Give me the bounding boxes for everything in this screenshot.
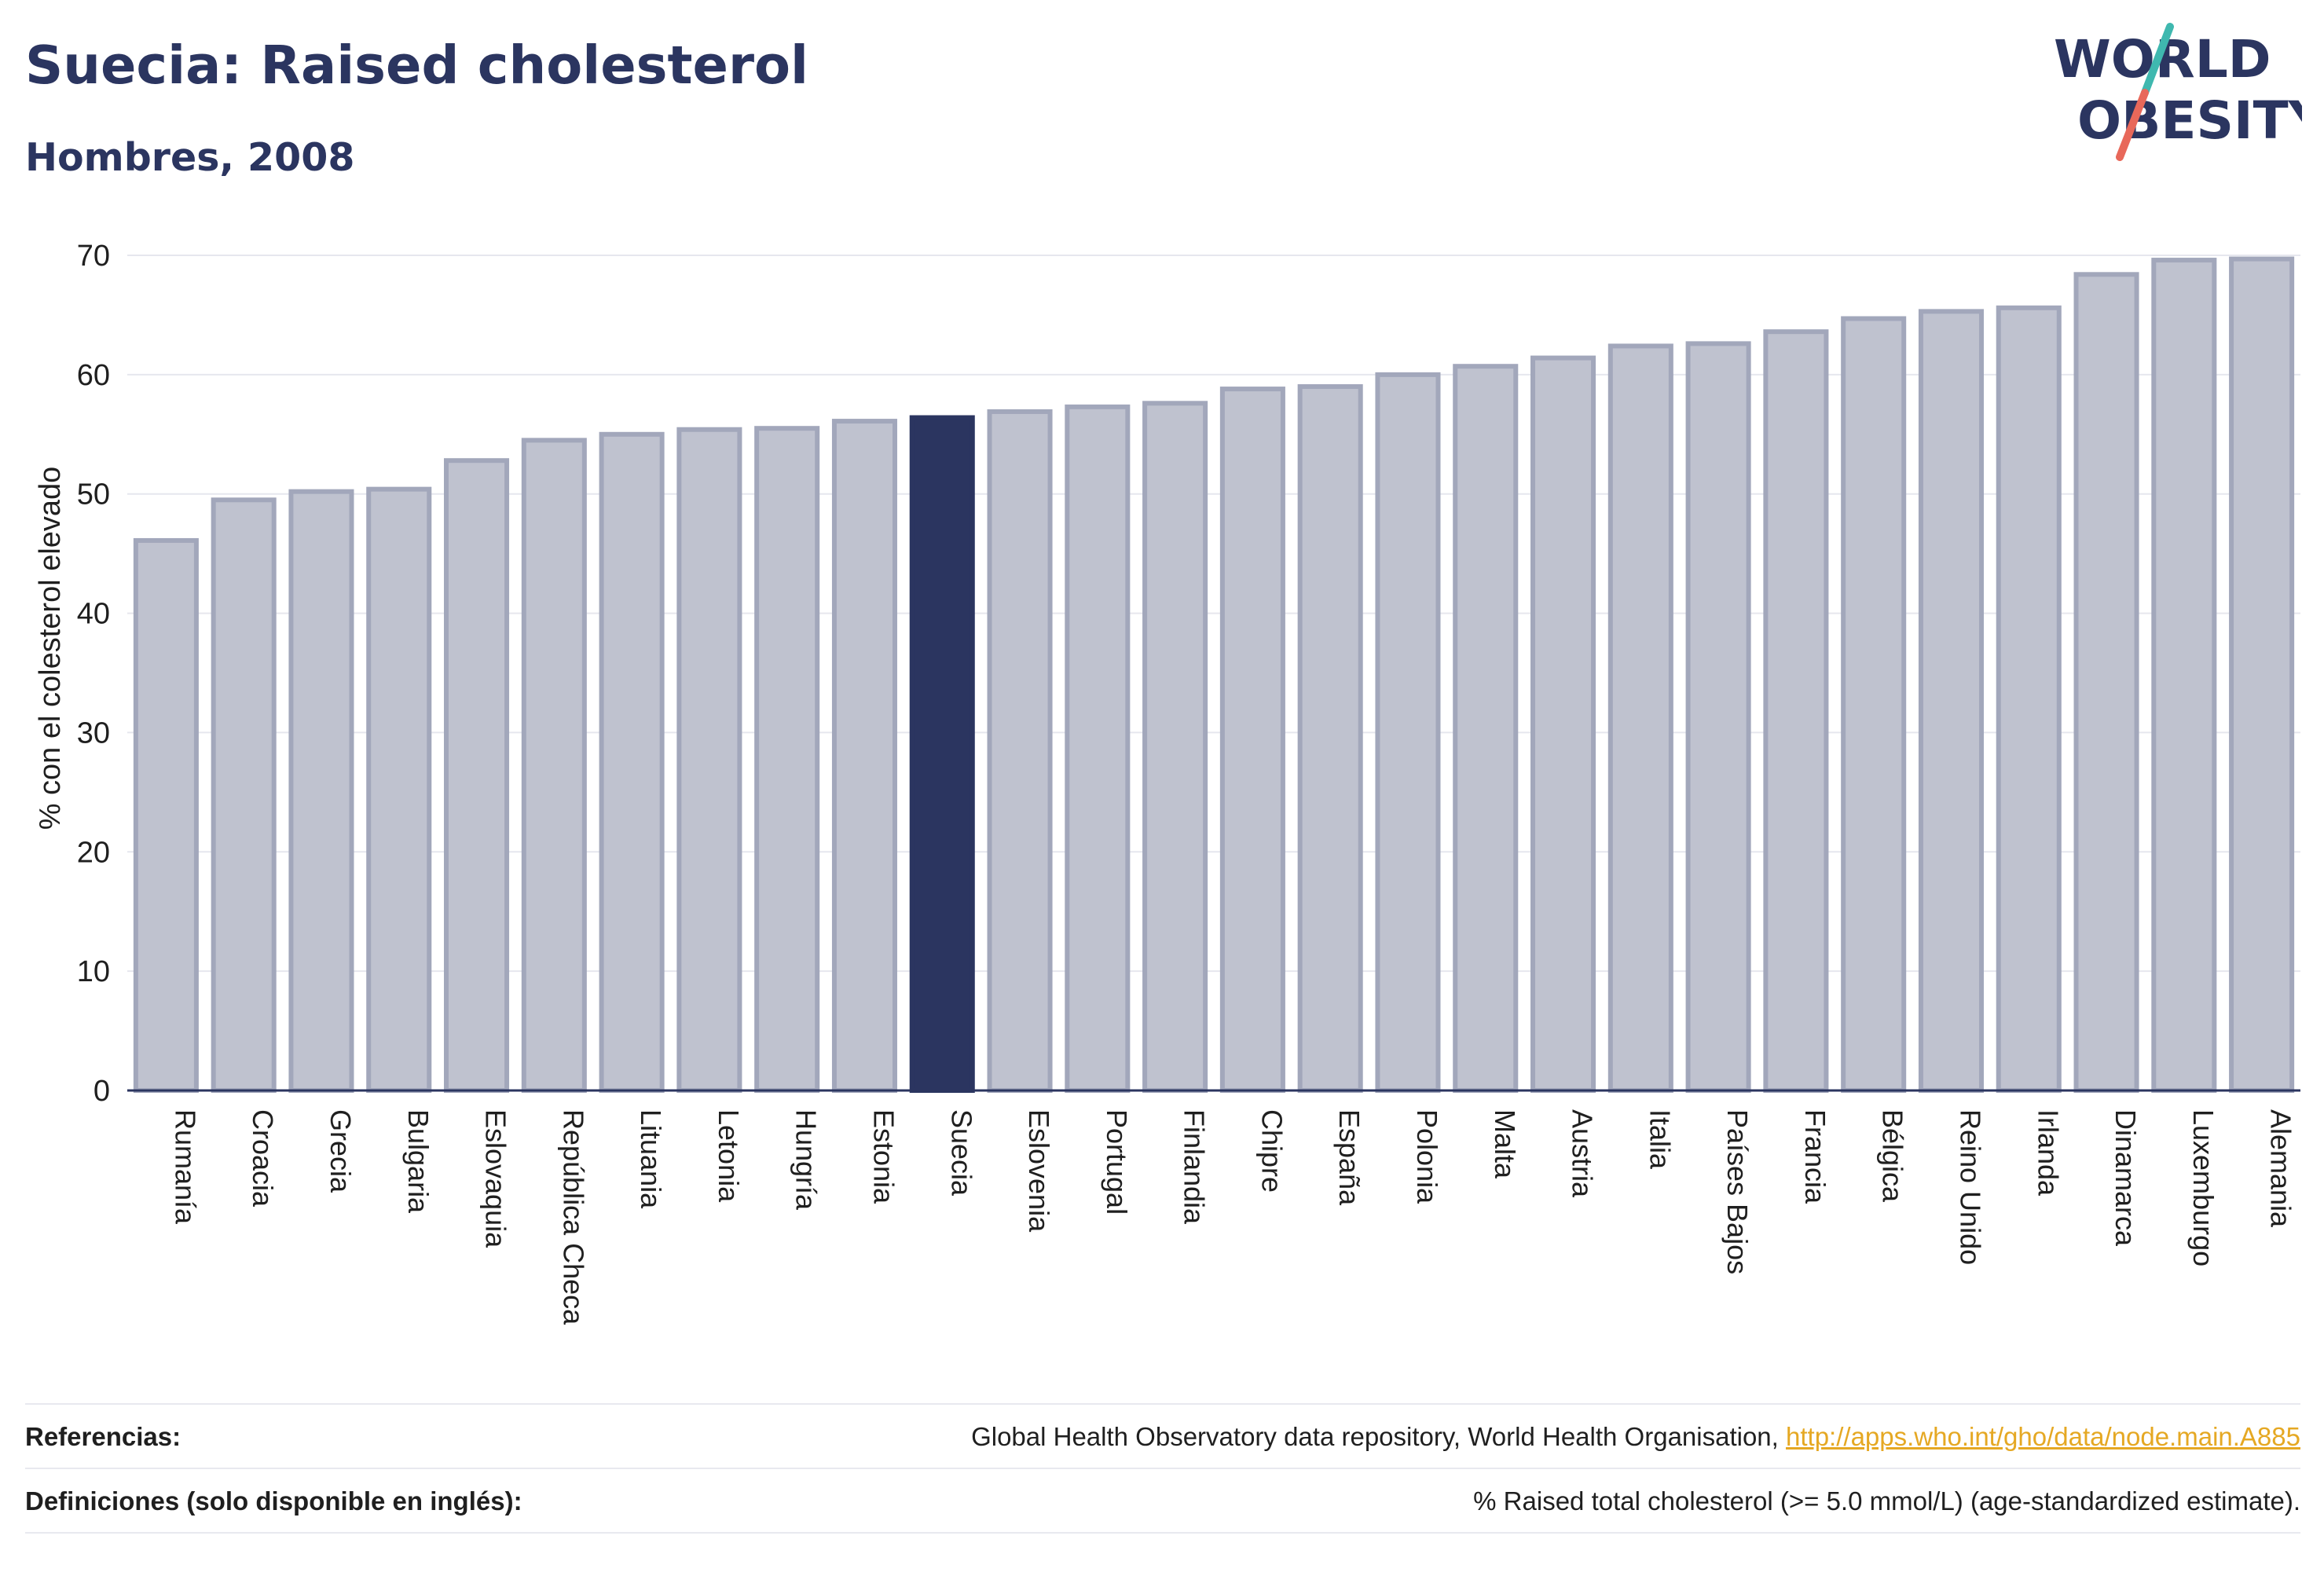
- bar: [1996, 305, 2062, 1093]
- page-title: Suecia: Raised cholesterol: [25, 35, 809, 96]
- x-tick-label: Polonia: [1411, 1109, 1443, 1204]
- x-tick-label: Eslovenia: [1023, 1109, 1055, 1233]
- bar: [754, 426, 820, 1093]
- y-tick-label: 40: [77, 598, 110, 631]
- x-tick-label: Portugal: [1101, 1109, 1133, 1215]
- x-tick-label: Bélgica: [1877, 1109, 1909, 1203]
- x-tick-label: Finlandia: [1178, 1109, 1211, 1225]
- logo-slash-teal: [2141, 23, 2174, 97]
- x-tick-label: Países Bajos: [1721, 1109, 1754, 1274]
- world-obesity-logo: WORLD OBESITY: [2054, 23, 2302, 161]
- bar: [1065, 404, 1131, 1093]
- x-tick-label: Lituania: [635, 1109, 667, 1209]
- footer-divider: [25, 1532, 2300, 1534]
- logo-slash-coral: [2116, 89, 2149, 161]
- x-tick-label: Luxemburgo: [2187, 1109, 2220, 1266]
- definitions-label: Definiciones (solo disponible en inglés)…: [25, 1486, 522, 1516]
- x-tick-label: Italia: [1644, 1109, 1676, 1170]
- x-tick-label: Austria: [1567, 1109, 1599, 1198]
- x-tick-label: Dinamarca: [2110, 1109, 2142, 1247]
- bar: [211, 497, 277, 1093]
- bar: [133, 537, 199, 1093]
- y-tick-label: 20: [77, 836, 110, 869]
- x-tick-label: Bulgaria: [402, 1109, 434, 1214]
- bar: [1918, 309, 1984, 1093]
- bar: [1841, 316, 1907, 1093]
- x-tick-label: Estonia: [867, 1109, 900, 1204]
- bar: [1375, 372, 1441, 1094]
- x-tick-label: Croacia: [247, 1109, 279, 1208]
- bar: [288, 489, 354, 1093]
- bar-chart: 0 10 20 30 40 50 60 70 Rumanía Croacia Grecia Bulga…: [34, 240, 2300, 1325]
- x-tick-label: Grecia: [324, 1109, 357, 1193]
- x-tick-label: Francia: [1799, 1109, 1831, 1204]
- footer-references-row: Referencias: Global Health Observatory d…: [25, 1422, 2300, 1452]
- bar: [831, 419, 897, 1093]
- bar: [1453, 364, 1519, 1093]
- x-tick-label: Irlanda: [2032, 1109, 2064, 1197]
- bar: [1142, 401, 1208, 1093]
- bar: [1685, 341, 1751, 1094]
- x-tick-label: Malta: [1489, 1109, 1521, 1179]
- bar: [1297, 384, 1363, 1093]
- bar: [676, 427, 742, 1093]
- bar: [2229, 256, 2295, 1094]
- y-tick-label: 50: [77, 478, 110, 511]
- y-tick-label: 30: [77, 717, 110, 750]
- bar: [2151, 258, 2217, 1093]
- footer-divider: [25, 1468, 2300, 1469]
- references-text: Global Health Observatory data repositor…: [971, 1422, 1787, 1451]
- bar: [521, 438, 587, 1093]
- x-tick-label: Letonia: [713, 1109, 745, 1203]
- y-axis-label: % con el colesterol elevado: [34, 467, 67, 830]
- x-tick-label: Reino Unido: [1954, 1109, 1986, 1265]
- bar: [1607, 343, 1673, 1093]
- x-tick-label: Rumanía: [169, 1109, 201, 1225]
- bar: [1530, 355, 1596, 1093]
- y-tick-label: 70: [77, 240, 110, 273]
- y-tick-label: 60: [77, 359, 110, 392]
- page-subtitle: Hombres, 2008: [25, 135, 355, 180]
- bar: [366, 486, 432, 1093]
- footer-definitions-row: Definiciones (solo disponible en inglés)…: [25, 1486, 2300, 1516]
- footer-divider: [25, 1403, 2300, 1405]
- definitions-text: % Raised total cholesterol (>= 5.0 mmol/…: [1473, 1486, 2300, 1516]
- bar: [2073, 272, 2139, 1094]
- bar: [599, 431, 665, 1093]
- x-tick-label: Chipre: [1255, 1109, 1288, 1193]
- bar: [444, 458, 510, 1093]
- bar: [987, 409, 1053, 1093]
- references-link[interactable]: http://apps.who.int/gho/data/node.main.A…: [1786, 1422, 2300, 1451]
- x-tick-label: España: [1333, 1109, 1365, 1206]
- y-tick-label: 0: [93, 1075, 110, 1108]
- y-tick-label: 10: [77, 955, 110, 988]
- x-tick-label: Alemania: [2265, 1109, 2297, 1228]
- references-label: Referencias:: [25, 1422, 181, 1451]
- x-tick-label: República Checa: [557, 1109, 589, 1325]
- bar-highlight: [909, 415, 975, 1093]
- bar: [1763, 329, 1829, 1093]
- x-tick-label: Suecia: [945, 1109, 977, 1197]
- references-value: Global Health Observatory data repositor…: [971, 1422, 2300, 1452]
- x-tick-label: Eslovaquia: [480, 1109, 512, 1248]
- logo-word-obesity: OBESITY: [2077, 90, 2302, 151]
- bar: [1219, 387, 1285, 1093]
- x-tick-label: Hungría: [790, 1109, 823, 1211]
